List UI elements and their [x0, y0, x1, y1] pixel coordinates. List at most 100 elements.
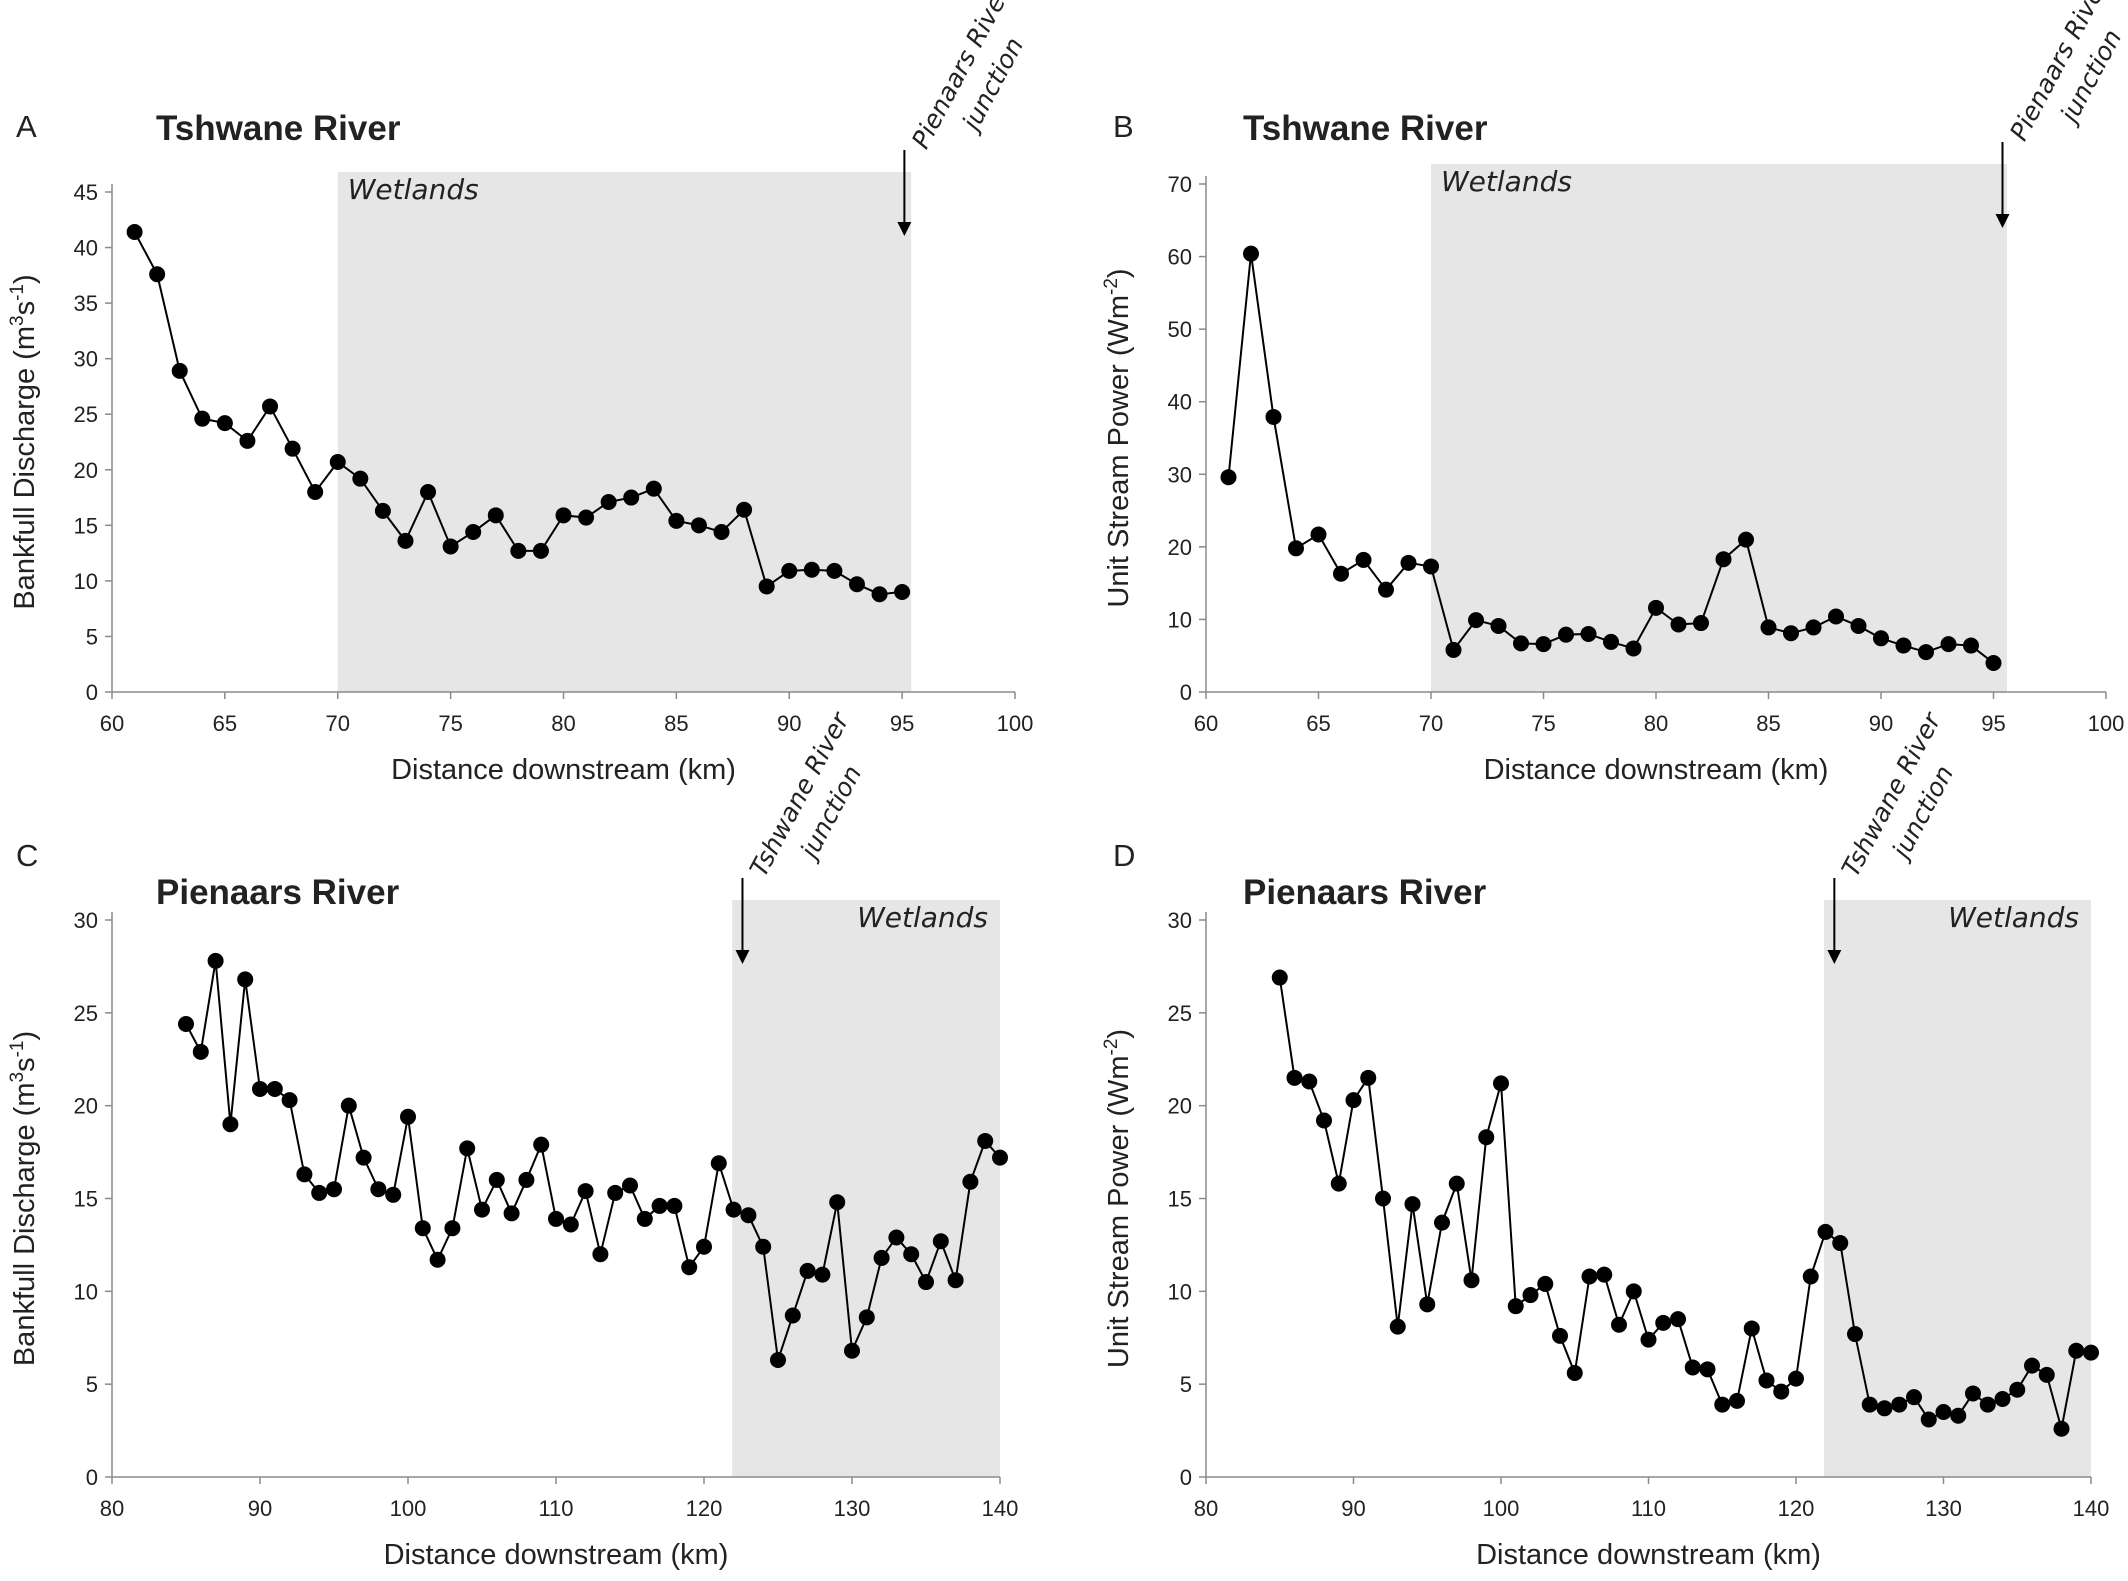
data-point — [1891, 1396, 1908, 1413]
data-point — [681, 1259, 698, 1276]
junction-arrowhead — [735, 950, 750, 964]
data-point — [532, 542, 549, 559]
y-axis-label-superscript: -2 — [1101, 278, 1122, 295]
y-tick-label: 20 — [1168, 1094, 1192, 1119]
data-point — [1448, 1175, 1465, 1192]
data-point — [1828, 608, 1844, 625]
data-point — [1918, 644, 1934, 661]
data-point — [1345, 1092, 1362, 1109]
data-point — [814, 1266, 831, 1283]
data-point — [1940, 636, 1957, 653]
data-point — [1265, 408, 1282, 425]
data-point — [1537, 1275, 1554, 1292]
data-point — [1333, 565, 1349, 582]
data-point — [252, 1080, 268, 1097]
x-tick-label: 75 — [438, 711, 462, 736]
y-tick-label: 15 — [1168, 1187, 1192, 1212]
data-point — [1773, 1383, 1790, 1400]
data-point — [623, 489, 640, 506]
data-point — [1760, 619, 1777, 636]
wetlands-label: Wetlands — [348, 173, 479, 206]
y-tick-label: 30 — [1168, 462, 1192, 487]
data-point — [740, 1207, 757, 1224]
y-tick-label: 0 — [86, 1465, 98, 1490]
data-point — [755, 1238, 772, 1255]
data-point — [1625, 640, 1642, 657]
chart-title: Tshwane River — [156, 109, 401, 148]
data-point — [178, 1015, 194, 1032]
data-point — [1906, 1389, 1922, 1406]
data-point — [1714, 1396, 1731, 1413]
x-axis-label: Distance downstream (km) — [391, 754, 736, 786]
x-axis-label: Distance downstream (km) — [1476, 1539, 1821, 1571]
data-point — [903, 1246, 920, 1263]
data-point — [770, 1352, 786, 1369]
data-point — [1243, 245, 1259, 262]
data-point — [622, 1177, 638, 1194]
data-point — [2009, 1381, 2026, 1398]
x-tick-label: 110 — [1631, 1496, 1666, 1521]
x-tick-label: 70 — [326, 711, 350, 736]
data-point — [858, 1309, 875, 1326]
x-tick-label: 75 — [1531, 711, 1555, 736]
data-point — [533, 1136, 550, 1153]
y-tick-label: 10 — [1168, 607, 1192, 632]
data-point — [725, 1201, 742, 1218]
data-point — [666, 1197, 683, 1214]
data-point — [1404, 1196, 1421, 1213]
data-point — [784, 1307, 801, 1324]
y-axis-label-superscript: -1 — [7, 1041, 28, 1058]
x-axis-label: Distance downstream (km) — [1484, 754, 1829, 786]
data-point — [1419, 1296, 1436, 1313]
data-point — [1684, 1359, 1701, 1376]
data-point — [2024, 1357, 2040, 1374]
data-point — [2083, 1344, 2099, 1361]
data-point — [1920, 1411, 1937, 1428]
panel-letter: A — [16, 109, 37, 144]
data-point — [918, 1274, 934, 1291]
data-point — [1596, 1266, 1613, 1283]
data-point — [2038, 1366, 2055, 1383]
y-tick-label: 40 — [1168, 390, 1192, 415]
wetlands-label: Wetlands — [1948, 901, 2079, 934]
y-tick-label: 20 — [1168, 535, 1192, 560]
data-point — [1220, 469, 1237, 486]
data-point — [1552, 1327, 1568, 1344]
y-tick-label: 50 — [1168, 317, 1192, 342]
y-tick-label: 25 — [74, 1001, 98, 1026]
data-point — [713, 524, 730, 540]
data-point — [1655, 1314, 1672, 1331]
data-point — [636, 1210, 653, 1227]
data-point — [1535, 636, 1552, 653]
data-point — [216, 415, 233, 432]
data-point — [1423, 558, 1439, 575]
data-point — [1522, 1287, 1539, 1304]
x-tick-label: 90 — [248, 1496, 272, 1521]
data-point — [1963, 637, 1979, 654]
data-point — [1670, 616, 1687, 633]
data-point — [1389, 1318, 1406, 1335]
y-tick-label: 10 — [74, 1279, 98, 1304]
y-axis-label-superscript: 3 — [7, 1072, 28, 1083]
data-point — [307, 484, 324, 500]
data-point — [1434, 1214, 1450, 1231]
data-point — [1355, 551, 1372, 568]
x-tick-label: 65 — [213, 711, 237, 736]
data-point — [326, 1181, 342, 1198]
data-point — [1861, 1396, 1878, 1413]
data-point — [696, 1238, 712, 1255]
data-point — [873, 1249, 890, 1266]
data-point — [237, 971, 254, 988]
data-point — [1693, 615, 1709, 632]
data-point — [710, 1155, 727, 1172]
x-tick-label: 90 — [1869, 711, 1893, 736]
data-point — [829, 1194, 846, 1211]
data-point — [578, 509, 595, 526]
x-tick-label: 80 — [1644, 711, 1668, 736]
data-point — [400, 1108, 416, 1125]
wetlands-label: Wetlands — [857, 901, 988, 934]
y-axis-label-part: ) — [1103, 268, 1135, 278]
panel-a: 0 5 10 15 20 25 30 35 40 45 60 65 70 75 80 85 90 95 100 Dis… — [7, 0, 1033, 786]
